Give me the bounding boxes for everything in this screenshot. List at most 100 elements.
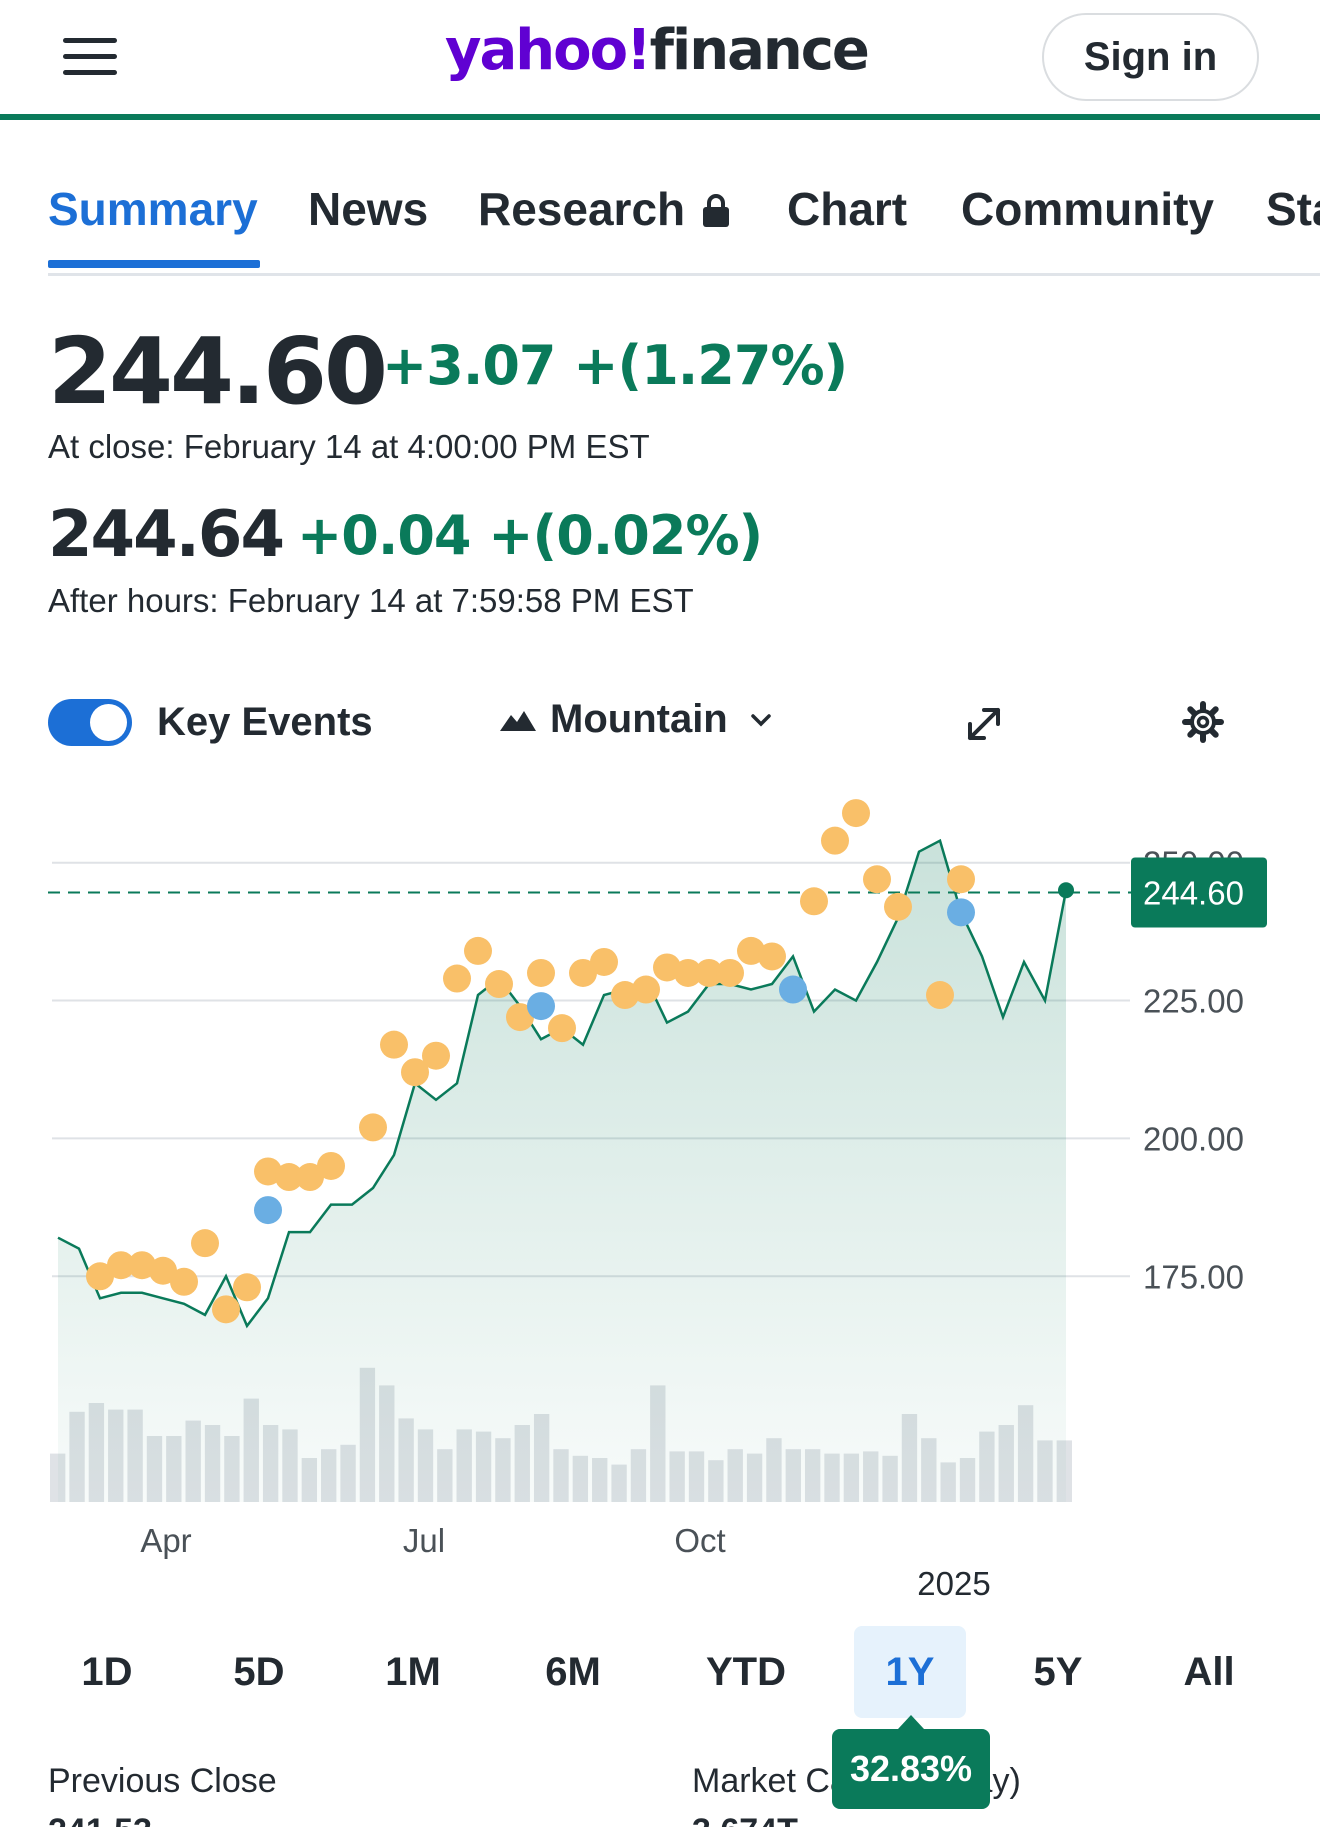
range-all[interactable]: All <box>1183 1649 1235 1694</box>
key-event-dividend-dot <box>884 892 912 921</box>
regular-change: +3.07 +(1.27%) <box>382 334 848 397</box>
x-tick-label: Oct <box>674 1522 725 1559</box>
key-event-dividend-dot <box>695 958 723 987</box>
key-event-dividend-dot <box>527 958 555 987</box>
key-event-dividend-dot <box>191 1229 219 1258</box>
sign-in-button[interactable]: Sign in <box>1042 13 1259 101</box>
key-events-label: Key Events <box>157 700 373 744</box>
key-event-dividend-dot <box>401 1058 429 1087</box>
tab-chart[interactable]: Chart <box>787 183 908 235</box>
current-price-badge <box>1131 857 1267 928</box>
key-event-dividend-dot <box>128 1251 156 1280</box>
key-event-dividend-dot <box>926 981 954 1010</box>
key-event-earnings-dot <box>779 975 807 1004</box>
hamburger-menu-icon[interactable] <box>63 38 117 78</box>
previous-close-label: Previous Close <box>48 1762 277 1800</box>
range-1m[interactable]: 1M <box>385 1649 441 1694</box>
key-event-dividend-dot <box>611 981 639 1010</box>
last-price-dot <box>1058 882 1074 899</box>
key-event-dividend-dot <box>149 1256 177 1285</box>
chart-type-label: Mountain <box>550 697 728 741</box>
key-event-earnings-dot <box>527 992 555 1021</box>
after-hours-price: 244.64 <box>48 498 285 572</box>
range-5d[interactable]: 5D <box>233 1649 285 1694</box>
tab-community[interactable]: Community <box>961 183 1214 235</box>
lock-icon <box>703 194 730 227</box>
after-hours-timestamp: After hours: February 14 at 7:59:58 PM E… <box>48 582 694 619</box>
key-event-dividend-dot <box>170 1267 198 1296</box>
key-event-dividend-dot <box>212 1295 240 1324</box>
range-ytd[interactable]: YTD <box>706 1649 786 1694</box>
key-event-dividend-dot <box>506 1003 534 1032</box>
tab-research[interactable]: Research <box>478 182 731 236</box>
key-event-dividend-dot <box>233 1273 261 1302</box>
expand-icon[interactable] <box>962 702 1006 746</box>
key-event-dividend-dot <box>758 942 786 971</box>
key-event-dividend-dot <box>107 1251 135 1280</box>
key-event-dividend-dot <box>674 958 702 987</box>
key-event-dividend-dot <box>275 1163 303 1192</box>
range-1y[interactable]: 1Y <box>854 1626 966 1718</box>
close-timestamp: At close: February 14 at 4:00:00 PM EST <box>48 428 650 465</box>
key-event-dividend-dot <box>443 964 471 993</box>
y-tick-label: 175.00 <box>1143 1258 1244 1295</box>
regular-price: 244.60 <box>48 318 388 425</box>
tab-summary-label: Summary <box>48 183 258 235</box>
toggle-knob <box>90 704 127 741</box>
logo-yahoo: yahoo! <box>445 18 652 83</box>
quote-tabs: Summary News Research Chart Community St… <box>48 170 1320 276</box>
market-cap-value: 3.674T <box>692 1812 798 1827</box>
gear-icon[interactable] <box>1181 700 1225 744</box>
yahoo-finance-logo[interactable]: yahoo! finance <box>445 18 870 98</box>
key-event-dividend-dot <box>632 975 660 1004</box>
key-event-dividend-dot <box>842 799 870 828</box>
tab-news[interactable]: News <box>308 183 429 235</box>
current-price-badge-text: 244.60 <box>1143 874 1244 911</box>
key-event-earnings-dot <box>254 1196 282 1225</box>
x-tick-label: Jul <box>403 1522 445 1559</box>
x-tick-label: Apr <box>140 1522 191 1559</box>
key-event-dividend-dot <box>569 958 597 987</box>
range-return-tooltip: 32.83% <box>832 1715 990 1809</box>
range-5y[interactable]: 5Y <box>1033 1649 1083 1694</box>
price-area <box>58 840 1066 1502</box>
range-selector: 1D 5D 1M 6M YTD 1Y 5Y All <box>0 1624 1320 1718</box>
key-event-dividend-dot <box>359 1113 387 1142</box>
key-event-dividend-dot <box>947 865 975 894</box>
key-event-dividend-dot <box>86 1262 114 1291</box>
tab-summary[interactable]: Summary <box>48 182 260 268</box>
key-event-earnings-dot <box>947 898 975 927</box>
year-label: 2025 <box>917 1565 990 1602</box>
chevron-down-icon <box>750 713 771 726</box>
key-event-dividend-dot <box>317 1151 345 1180</box>
active-tab-underline <box>48 260 260 268</box>
tab-statistics[interactable]: Sta <box>1266 183 1320 235</box>
key-event-dividend-dot <box>464 936 492 965</box>
key-event-dividend-dot <box>422 1041 450 1070</box>
key-event-dividend-dot <box>821 826 849 855</box>
key-event-dividend-dot <box>254 1157 282 1186</box>
key-event-dividend-dot <box>800 887 828 916</box>
y-tick-label: 200.00 <box>1143 1120 1244 1157</box>
previous-close-value: 241.53 <box>48 1812 152 1827</box>
key-event-dividend-dot <box>863 865 891 894</box>
top-header: yahoo! finance Sign in <box>0 0 1320 120</box>
moon-icon <box>796 588 810 616</box>
key-event-dividend-dot <box>653 953 681 982</box>
tab-research-label: Research <box>478 183 686 235</box>
key-event-dividend-dot <box>716 958 744 987</box>
key-event-dividend-dot <box>485 970 513 999</box>
range-6m[interactable]: 6M <box>545 1649 601 1694</box>
chart-type-dropdown[interactable]: Mountain <box>500 697 786 742</box>
mountain-icon <box>500 710 536 731</box>
logo-finance: finance <box>649 18 870 83</box>
y-tick-label: 225.00 <box>1143 983 1244 1020</box>
key-event-dividend-dot <box>548 1014 576 1043</box>
key-events-toggle[interactable] <box>48 699 132 746</box>
key-event-dividend-dot <box>380 1030 408 1059</box>
after-hours-change: +0.04 +(0.02%) <box>297 504 763 567</box>
key-event-dividend-dot <box>737 936 765 965</box>
range-1d[interactable]: 1D <box>81 1649 133 1694</box>
key-event-dividend-dot <box>296 1163 324 1192</box>
